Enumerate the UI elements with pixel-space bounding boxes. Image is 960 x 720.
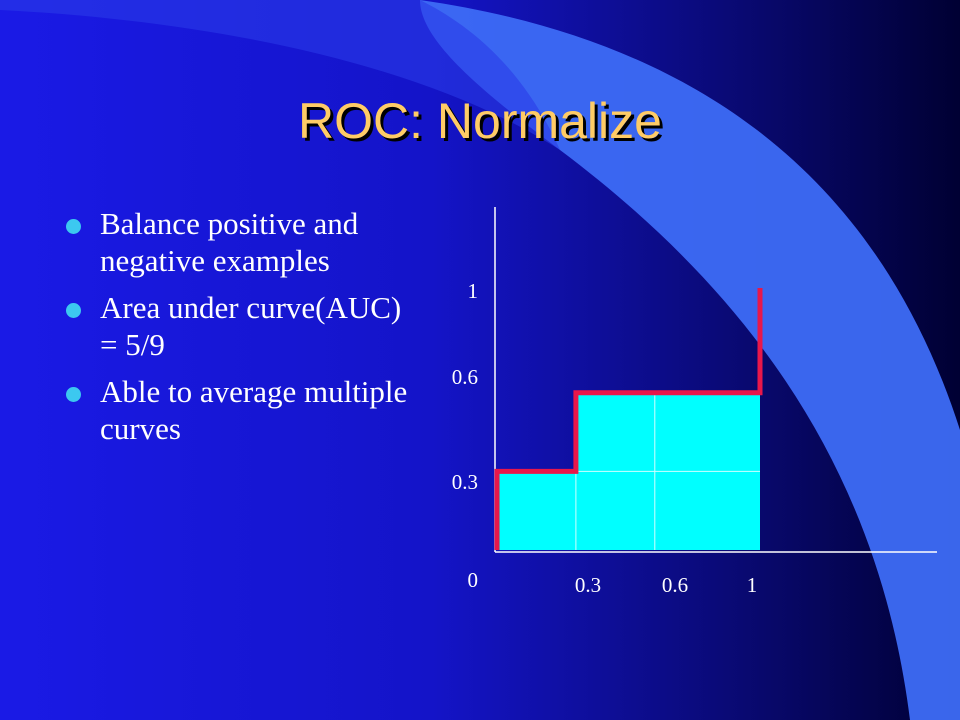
bullet-text: Area under curve(AUC) = 5/9 — [100, 290, 402, 362]
slide-title: ROC: Normalize — [298, 93, 662, 149]
roc-curve — [494, 288, 763, 550]
bullet-item: Balance positive and negative examples — [66, 205, 426, 279]
y-tick-label: 0 — [468, 568, 479, 592]
y-tick-label: 1 — [468, 279, 479, 303]
bullet-dot-icon — [66, 219, 81, 234]
x-tick-labels: 0.3 0.6 1 — [575, 573, 757, 597]
y-tick-label: 0.6 — [452, 365, 478, 389]
y-tick-labels: 0 0.3 0.6 1 — [452, 279, 478, 592]
swoosh-highlight — [0, 0, 560, 150]
x-tick-label: 1 — [747, 573, 758, 597]
bullet-text: Able to average multiple curves — [100, 374, 408, 446]
bullet-item: Able to average multiple curves — [66, 373, 426, 447]
x-tick-label: 0.3 — [575, 573, 601, 597]
bullet-text: Balance positive and negative examples — [100, 206, 359, 278]
bullet-dot-icon — [66, 303, 81, 318]
bullet-item: Area under curve(AUC) = 5/9 — [66, 289, 426, 363]
y-tick-label: 0.3 — [452, 470, 478, 494]
x-tick-label: 0.6 — [662, 573, 688, 597]
bullet-list: Balance positive and negative examples A… — [66, 205, 426, 457]
bullet-dot-icon — [66, 387, 81, 402]
auc-fill-segment — [497, 471, 576, 550]
